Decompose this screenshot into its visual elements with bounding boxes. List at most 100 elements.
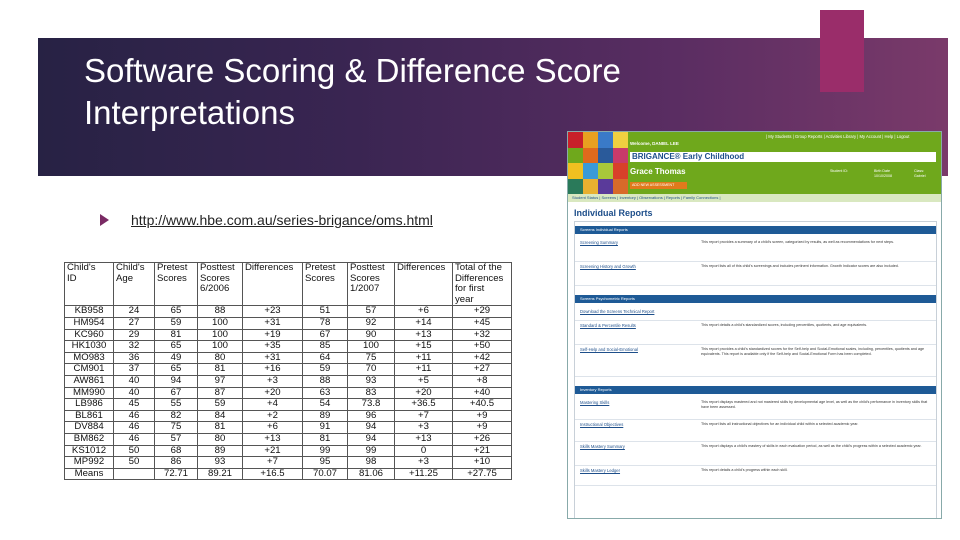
table-row: AW861 40 94 97 +3 88 93 +5 +8 <box>64 374 512 388</box>
table-cell: 78 <box>302 316 348 330</box>
table-cell: 27 <box>113 316 155 330</box>
child-id-cell: Means <box>64 467 114 481</box>
report-link[interactable]: Standard & Percentile Results <box>580 323 636 328</box>
table-cell: +50 <box>452 340 512 353</box>
birth-date-label: Birth Date <box>874 169 890 173</box>
column-header-line: 6/2006 <box>200 283 230 295</box>
table-cell: 100 <box>197 340 243 353</box>
column-header: Total of the Differences for first year <box>452 261 512 307</box>
column-header-line: year <box>455 293 474 305</box>
table-cell: 86 <box>154 456 198 469</box>
table-row: LB986 45 55 59 +4 54 73.8 +36.5 +40.5 <box>64 398 512 411</box>
table-cell: +7 <box>242 456 303 469</box>
report-link[interactable]: Skills Mastery Summary <box>580 444 625 449</box>
table-cell: 57 <box>347 305 395 318</box>
table-cell: +21 <box>242 444 303 458</box>
table-cell: +27.75 <box>452 467 512 481</box>
table-row: DV884 46 75 81 +6 91 94 +3 +9 <box>64 421 512 434</box>
child-id-cell: BM862 <box>64 432 114 446</box>
class-value: Gabriel <box>914 174 926 178</box>
table-cell: 40 <box>113 386 155 400</box>
report-link[interactable]: Skills Mastery Ledger <box>580 468 621 473</box>
table-cell: 89 <box>302 409 348 423</box>
report-section-header: Screens Psychometric Reports <box>575 295 936 303</box>
column-header-line: 1/2007 <box>350 283 380 295</box>
student-nav-bar[interactable]: Student Status | Screens | Inventory | O… <box>568 194 941 202</box>
table-cell: 99 <box>347 444 395 458</box>
child-id-cell: HM954 <box>64 316 114 330</box>
mosaic-tile <box>583 163 598 179</box>
table-row: MO983 36 49 80 +31 64 75 +11 +42 <box>64 351 512 365</box>
table-cell: +11 <box>394 363 453 376</box>
report-panel: Screens Individual Reports Screening Summ… <box>574 221 937 518</box>
table-cell: 0 <box>394 444 453 458</box>
student-name: Grace Thomas <box>630 167 686 176</box>
table-cell: 57 <box>154 432 198 446</box>
class-meta: Class: Gabriel <box>914 169 926 179</box>
table-cell: 70.07 <box>302 467 348 481</box>
report-row: Screening Summary This report provides a … <box>575 239 936 262</box>
report-row: Instructional Objectives This report list… <box>575 421 936 442</box>
report-row: Mastering Skills This report displays mas… <box>575 399 936 420</box>
report-link[interactable]: Self-Help and Social-Emotional <box>580 347 638 352</box>
table-cell: +13 <box>394 328 453 342</box>
mosaic-tile <box>598 178 613 194</box>
table-cell: 50 <box>113 456 155 469</box>
column-header: Posttest Scores 1/2007 <box>347 261 395 307</box>
table-cell: 98 <box>347 456 395 469</box>
table-cell: +13 <box>242 432 303 446</box>
table-cell: 59 <box>154 316 198 330</box>
table-cell: 40 <box>113 374 155 388</box>
report-link[interactable]: Mastering Skills <box>580 400 610 405</box>
table-cell: +4 <box>242 398 303 411</box>
table-cell: 93 <box>197 456 243 469</box>
table-cell: 90 <box>347 328 395 342</box>
bullet-item: http://www.hbe.com.au/series-brigance/om… <box>100 212 433 228</box>
column-header: Pretest Scores <box>154 261 198 307</box>
report-description: This report lists all instructional obje… <box>701 422 859 426</box>
report-link[interactable]: Screening Summary <box>580 240 618 245</box>
table-row: MM990 40 67 87 +20 63 83 +20 +40 <box>64 386 512 400</box>
column-header-line: Differences <box>397 262 446 273</box>
column-header: Posttest Scores 6/2006 <box>197 261 243 307</box>
child-id-cell: BL861 <box>64 409 114 423</box>
table-cell: 59 <box>302 363 348 376</box>
column-header: Child's Age <box>113 261 155 307</box>
table-cell: +35 <box>242 340 303 353</box>
mosaic-tile <box>568 178 583 194</box>
table-row: BM862 46 57 80 +13 81 94 +13 +26 <box>64 432 512 446</box>
report-link[interactable]: Download the Screens Technical Report <box>580 309 655 314</box>
add-assessment-tag[interactable]: ADD NEW ASSESSMENT <box>630 182 687 189</box>
top-nav-links[interactable]: | My Students | Group Reports | Activiti… <box>766 134 910 139</box>
table-row: HM954 27 59 100 +31 78 92 +14 +45 <box>64 316 512 330</box>
table-cell: 45 <box>113 398 155 411</box>
table-cell: 100 <box>347 340 395 353</box>
table-cell: +26 <box>452 432 512 446</box>
scores-table: Child's ID Child's Age Pretest Scores Posttest… <box>64 261 512 481</box>
table-cell: 80 <box>197 432 243 446</box>
student-id-label: Student ID: <box>830 169 848 173</box>
child-id-cell: MM990 <box>64 386 114 400</box>
table-cell: +29 <box>452 305 512 318</box>
table-cell: +11.25 <box>394 467 453 481</box>
brand-mosaic-logo <box>568 132 628 194</box>
source-link[interactable]: http://www.hbe.com.au/series-brigance/om… <box>131 212 433 228</box>
table-cell: 54 <box>302 398 348 411</box>
table-cell: 50 <box>113 444 155 458</box>
table-cell: 84 <box>197 409 243 423</box>
table-cell: 87 <box>197 386 243 400</box>
table-cell: 89.21 <box>197 467 243 481</box>
mosaic-tile <box>598 132 613 148</box>
column-header-line: Scores <box>350 272 380 284</box>
accent-bar <box>820 10 864 92</box>
table-cell: +20 <box>242 386 303 400</box>
column-header-line: Posttest <box>350 262 385 273</box>
table-cell: 73.8 <box>347 398 395 411</box>
report-link[interactable]: Instructional Objectives <box>580 422 624 427</box>
table-cell: 96 <box>347 409 395 423</box>
table-cell: +20 <box>394 386 453 400</box>
column-header-line: ID <box>67 272 77 284</box>
table-cell: +11 <box>394 351 453 365</box>
student-id-meta: Student ID: <box>830 169 848 174</box>
report-link[interactable]: Screening History and Growth <box>580 264 636 269</box>
